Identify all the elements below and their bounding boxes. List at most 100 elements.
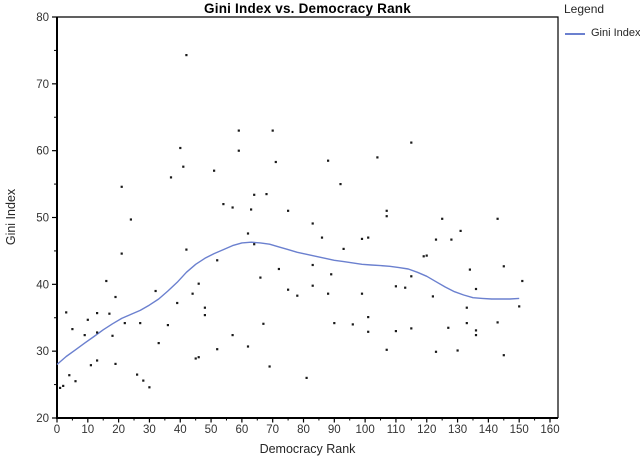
data-point: [394, 330, 397, 333]
data-point: [465, 306, 468, 309]
data-point: [271, 129, 274, 132]
data-point: [179, 146, 182, 150]
data-point: [213, 169, 216, 172]
data-point: [502, 265, 505, 268]
data-point: [274, 160, 277, 164]
data-point: [376, 156, 379, 159]
data-point: [89, 364, 92, 367]
data-point: [474, 329, 478, 332]
data-point: [327, 159, 330, 162]
data-point: [114, 362, 117, 365]
x-tick-label: 120: [417, 424, 436, 436]
data-point: [367, 316, 370, 319]
data-point: [456, 349, 459, 352]
x-tick-label: 10: [81, 424, 94, 436]
data-point: [139, 322, 142, 325]
scatter-points: [59, 54, 524, 389]
data-point: [253, 243, 256, 246]
data-point: [166, 324, 169, 327]
data-point: [277, 267, 280, 271]
data-point: [385, 348, 388, 351]
data-point: [410, 327, 413, 330]
data-point: [176, 301, 179, 305]
x-tick-label: 100: [356, 424, 375, 436]
x-tick-label: 130: [448, 424, 467, 436]
data-point: [394, 285, 397, 288]
data-point: [296, 294, 299, 297]
data-point: [231, 206, 234, 209]
data-point: [425, 254, 428, 257]
y-tick-label: 50: [36, 213, 49, 225]
data-point: [231, 334, 234, 337]
data-point: [148, 386, 151, 389]
data-point: [450, 238, 453, 241]
data-point: [120, 185, 123, 188]
data-point: [360, 237, 364, 240]
legend-title: Legend: [564, 2, 605, 16]
y-tick-label: 70: [36, 79, 49, 91]
fit-line: [56, 241, 520, 366]
x-tick-label: 150: [510, 424, 529, 436]
data-point: [268, 365, 271, 368]
x-tick-label: 30: [143, 424, 156, 436]
data-point: [194, 357, 197, 360]
data-point: [262, 322, 265, 325]
data-point: [108, 312, 111, 315]
data-point: [385, 209, 388, 212]
data-point: [518, 305, 521, 308]
data-point: [216, 259, 219, 262]
data-point: [367, 236, 370, 239]
data-point: [339, 183, 342, 186]
data-point: [327, 292, 330, 295]
legend: Legend Gini Index: [564, 2, 640, 39]
data-point: [311, 263, 314, 267]
data-point: [142, 379, 145, 382]
data-point: [465, 322, 468, 325]
data-point: [305, 376, 308, 379]
data-point: [246, 345, 250, 348]
x-tick-label: 60: [235, 424, 248, 436]
data-point: [185, 248, 188, 251]
data-point: [62, 384, 65, 387]
gini-index-line-swatch: [565, 33, 585, 35]
data-point: [434, 238, 438, 241]
data-point: [197, 282, 200, 285]
y-tick-label: 20: [36, 413, 49, 425]
data-point: [250, 208, 253, 211]
data-point: [521, 279, 524, 283]
data-point: [474, 287, 478, 291]
data-point: [216, 348, 219, 351]
data-point: [185, 54, 188, 57]
y-tick-label: 30: [36, 346, 49, 358]
data-point: [496, 321, 499, 324]
data-point: [123, 322, 126, 325]
x-tick-label: 110: [387, 424, 405, 436]
data-point: [474, 334, 478, 337]
data-point: [111, 334, 114, 337]
data-point: [154, 289, 157, 293]
x-tick-label: 80: [297, 424, 310, 436]
data-point: [447, 326, 450, 329]
data-point: [333, 322, 336, 325]
data-point: [96, 359, 99, 362]
data-point: [342, 247, 345, 250]
data-point: [129, 218, 132, 221]
data-point: [422, 255, 425, 258]
x-tick-label: 70: [266, 424, 279, 436]
data-point: [330, 273, 333, 276]
data-point: [459, 229, 462, 232]
y-tick-label: 80: [36, 12, 49, 24]
data-point: [182, 165, 185, 168]
data-point: [287, 209, 290, 212]
data-point: [259, 276, 262, 279]
y-tick-label: 40: [36, 279, 49, 291]
data-point: [237, 149, 240, 152]
x-tick-label: 160: [540, 424, 559, 436]
data-point: [105, 279, 108, 283]
x-tick-label: 20: [112, 424, 125, 436]
data-point: [65, 311, 68, 314]
data-point: [96, 312, 99, 315]
chart-title: Gini Index vs. Democracy Rank: [204, 1, 411, 16]
data-point: [203, 306, 206, 309]
